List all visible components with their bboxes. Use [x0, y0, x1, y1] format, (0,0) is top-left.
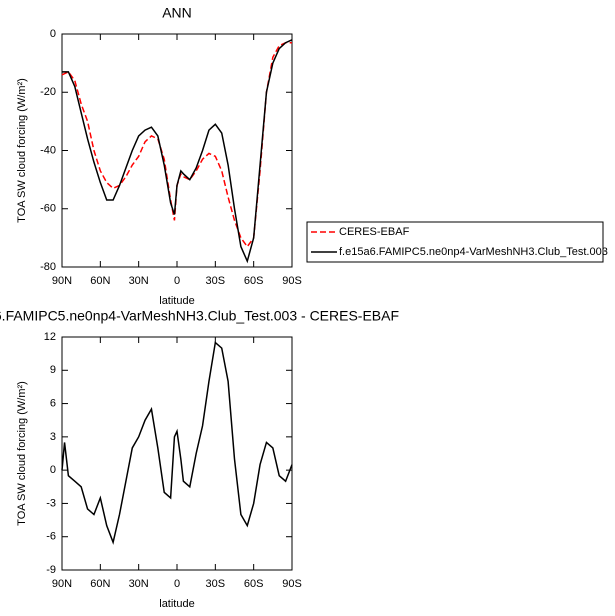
y-tick-label: -9 — [46, 564, 56, 576]
data-line — [61, 341, 293, 545]
x-tick-label: 60S — [244, 275, 264, 287]
legend-label: CERES-EBAF — [339, 226, 410, 238]
data-line — [61, 41, 292, 248]
y-tick-label: -20 — [40, 86, 56, 98]
chart-title: f.e15a6.FAMIPC5.ne0np4-VarMeshNH3.Club_T… — [0, 308, 399, 324]
legend-label: f.e15a6.FAMIPC5.ne0np4-VarMeshNH3.Club_T… — [339, 246, 608, 258]
y-tick-label: -3 — [46, 497, 56, 509]
y-tick-label: -60 — [40, 203, 56, 215]
x-tick-label: 90N — [52, 578, 72, 590]
y-tick-label: 3 — [50, 431, 56, 443]
x-tick-label: 60S — [244, 578, 264, 590]
x-tick-label: 30N — [129, 578, 149, 590]
y-tick-label: 6 — [50, 397, 56, 409]
legend-box — [306, 221, 604, 263]
x-axis-label: latitude — [159, 295, 194, 307]
x-tick-label: 60N — [90, 578, 110, 590]
x-axis-label: latitude — [159, 598, 194, 610]
y-axis-label: TOA SW cloud forcing (W/m²) — [16, 78, 28, 223]
x-tick-label: 0 — [174, 578, 180, 590]
y-tick-label: -80 — [40, 261, 56, 273]
y-tick-label: 9 — [50, 364, 56, 376]
x-tick-label: 90S — [282, 275, 302, 287]
x-tick-label: 90N — [52, 275, 72, 287]
x-tick-label: 60N — [90, 275, 110, 287]
x-tick-label: 90S — [282, 578, 302, 590]
y-tick-label: -6 — [46, 531, 56, 543]
chart-title: ANN — [162, 5, 192, 21]
x-tick-label: 0 — [174, 275, 180, 287]
y-tick-label: -40 — [40, 144, 56, 156]
y-tick-label: 0 — [50, 28, 56, 40]
plot-frame — [61, 336, 293, 571]
x-tick-label: 30N — [129, 275, 149, 287]
x-tick-label: 30S — [206, 275, 226, 287]
y-tick-label: 12 — [44, 331, 56, 343]
y-axis-label: TOA SW cloud forcing (W/m²) — [16, 381, 28, 526]
x-tick-label: 30S — [206, 578, 226, 590]
data-line — [62, 39, 293, 264]
plot-frame — [61, 33, 293, 268]
y-tick-label: 0 — [50, 464, 56, 476]
